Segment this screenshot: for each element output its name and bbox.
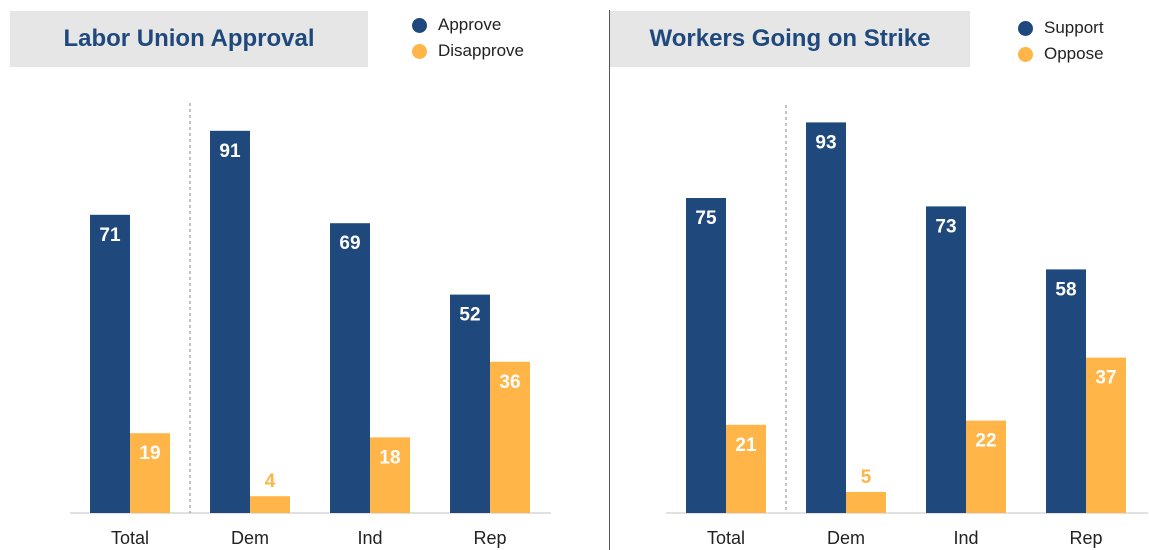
data-label-approve-rep: 52 [459,305,480,326]
bar-oppose-ind [966,420,1006,513]
category-label-dem: Dem [827,528,865,548]
legend-label-approve: Approve [438,15,502,34]
data-label-approve-total: 71 [99,225,121,246]
category-label-ind: Ind [357,528,382,548]
chart-title-2: Workers Going on Strike [649,25,931,52]
bar-support-dem [806,122,846,514]
category-label-rep: Rep [1069,528,1102,548]
bar-oppose-rep [1086,357,1126,513]
legend-item-oppose: Oppose [1018,41,1104,67]
legend-2: Support Oppose [1018,15,1104,67]
data-label-oppose-dem: 5 [861,467,872,488]
chart-title-box-2: Workers Going on Strike [610,11,970,67]
bar-support-total [686,198,726,513]
data-label-support-ind: 73 [935,216,956,237]
data-label-approve-ind: 69 [339,233,360,254]
data-label-support-total: 75 [695,208,717,229]
bar-disapprove-ind [370,437,410,513]
bar-support-ind [926,206,966,513]
legend-item-approve: Approve [412,12,524,38]
legend-item-support: Support [1018,15,1104,41]
legend-swatch-disapprove [412,43,427,59]
legend-label-oppose: Oppose [1044,44,1104,63]
chart-title-1: Labor Union Approval [63,25,315,52]
legend-swatch-support [1018,20,1033,36]
legend-swatch-oppose [1018,46,1033,62]
data-label-support-rep: 58 [1055,279,1076,300]
panel-divider [609,10,610,550]
bar-approve-rep [450,294,490,513]
bar-approve-ind [330,223,370,513]
data-label-oppose-rep: 37 [1095,368,1116,389]
bar-support-rep [1046,269,1086,513]
category-label-rep: Rep [473,528,506,548]
data-label-disapprove-rep: 36 [499,372,520,393]
bar-approve-total [90,214,130,514]
data-label-oppose-total: 21 [735,435,757,456]
bar-approve-dem [210,130,250,514]
category-label-total: Total [707,528,745,548]
legend-1: Approve Disapprove [412,12,524,64]
data-label-support-dem: 93 [815,132,836,153]
data-label-disapprove-total: 19 [139,443,160,464]
data-label-disapprove-dem: 4 [265,471,276,492]
legend-item-disapprove: Disapprove [412,38,524,64]
data-label-disapprove-ind: 18 [379,447,400,468]
legend-label-support: Support [1044,18,1104,37]
data-label-approve-dem: 91 [219,141,241,162]
bar-disapprove-dem [250,496,290,513]
bar-oppose-total [726,424,766,513]
bar-disapprove-total [130,433,170,513]
chart-title-box-1: Labor Union Approval [10,11,368,67]
bar-oppose-dem [846,492,886,513]
bar-disapprove-rep [490,361,530,513]
legend-swatch-approve [412,17,427,33]
category-label-ind: Ind [953,528,978,548]
category-label-dem: Dem [231,528,269,548]
data-label-oppose-ind: 22 [975,431,996,452]
legend-label-disapprove: Disapprove [438,41,524,60]
category-label-total: Total [111,528,149,548]
